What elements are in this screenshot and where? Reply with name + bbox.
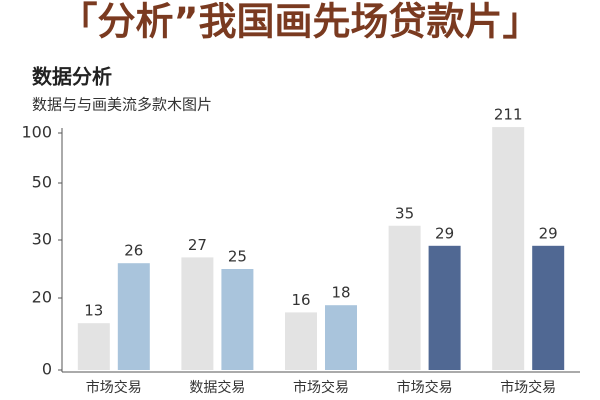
- data-label: 16: [291, 291, 310, 309]
- data-label: 27: [188, 236, 207, 254]
- bar: [428, 245, 461, 370]
- data-label: 18: [331, 284, 350, 302]
- y-tick-label: 20: [32, 288, 52, 307]
- bar: [77, 323, 110, 370]
- data-label: 35: [395, 204, 414, 222]
- x-tick-label: 市场交易: [397, 379, 453, 396]
- data-label: 13: [84, 302, 103, 320]
- y-tick-label: 0: [42, 360, 52, 379]
- bar: [492, 127, 525, 370]
- y-tick-label: 30: [32, 230, 52, 249]
- y-tick-label: 50: [32, 173, 52, 192]
- x-tick-label: 市场交易: [293, 379, 349, 396]
- data-label: 211: [494, 106, 523, 124]
- bar: [285, 312, 317, 370]
- data-label: 29: [539, 224, 558, 242]
- data-label: 29: [435, 224, 454, 242]
- data-label: 25: [228, 248, 247, 266]
- x-tick-label: 市场交易: [86, 379, 142, 396]
- headline: 「分析”我国画先场贷款片」: [60, 0, 541, 44]
- bar: [181, 257, 214, 370]
- bar: [532, 245, 565, 370]
- x-tick-label: 数据交易: [189, 379, 245, 396]
- y-tick-label: 100: [21, 123, 52, 142]
- bar: [221, 269, 254, 370]
- bar: [388, 225, 421, 370]
- data-label: 26: [124, 242, 143, 260]
- chart-subtitle: 数据与与画美流多款木图片: [32, 96, 212, 114]
- chart-title: 数据分析: [32, 65, 112, 89]
- x-tick-label: 市场交易: [500, 379, 556, 396]
- bar: [117, 263, 150, 370]
- bar: [325, 305, 357, 370]
